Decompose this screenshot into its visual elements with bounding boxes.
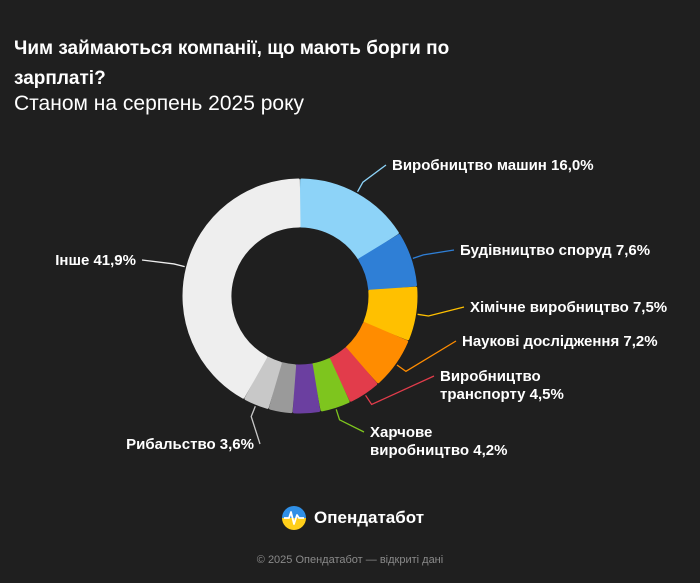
slice-label-2-line-0: Хімічне виробництво 7,5% xyxy=(470,299,667,316)
opendatabot-logo-icon xyxy=(282,506,306,530)
slice-label-1-line-0: Будівництво споруд 7,6% xyxy=(460,242,650,259)
slice-label-6-line-0: Рибальство 3,6% xyxy=(126,436,254,453)
slice-label-3-line-0: Наукові дослідження 7,2% xyxy=(462,333,658,350)
slice-label-5-line-1: виробництво 4,2% xyxy=(370,442,507,459)
slice-0 xyxy=(299,178,399,260)
slice-4 xyxy=(329,347,378,402)
leader-line-6 xyxy=(250,406,261,445)
leader-line-0 xyxy=(356,164,387,193)
footer-copyright: © 2025 Опендатабот — відкриті дані xyxy=(256,554,444,566)
slice-labels: Виробництво машин 16,0% Будівництво спору… xyxy=(55,157,667,459)
slice-label-7-line-0: Інше 41,9% xyxy=(55,252,136,269)
slice-7 xyxy=(268,362,297,414)
slice-9 xyxy=(182,178,301,399)
leader-lines xyxy=(141,164,465,445)
leader-line-2 xyxy=(417,306,465,317)
slice-label-4-line-1: транспорту 4,5% xyxy=(440,386,564,403)
leader-line-3 xyxy=(396,340,457,373)
leader-line-5 xyxy=(335,409,365,433)
chart-title: Чим займаються компанії, що мають борги … xyxy=(14,38,450,89)
donut-slices xyxy=(182,178,418,414)
chart-subtitle: Станом на серпень 2025 року xyxy=(14,92,305,115)
slice-label-4-line-0: Виробництво xyxy=(440,368,541,385)
slice-8 xyxy=(244,356,282,409)
slice-2 xyxy=(363,286,418,341)
slice-3 xyxy=(345,322,409,384)
slice-6 xyxy=(292,363,321,414)
leader-line-7 xyxy=(141,259,185,268)
slice-5 xyxy=(311,358,350,412)
donut-chart: Виробництво машин 16,0% Будівництво спору… xyxy=(55,157,667,459)
slice-1 xyxy=(358,234,417,291)
brand-name: Опендатабот xyxy=(314,508,425,527)
leader-line-1 xyxy=(412,249,455,259)
brand: Опендатабот xyxy=(282,506,424,530)
slice-label-0-line-0: Виробництво машин 16,0% xyxy=(392,157,594,174)
slice-label-5-line-0: Харчове xyxy=(370,424,432,441)
leader-line-4 xyxy=(365,375,435,406)
